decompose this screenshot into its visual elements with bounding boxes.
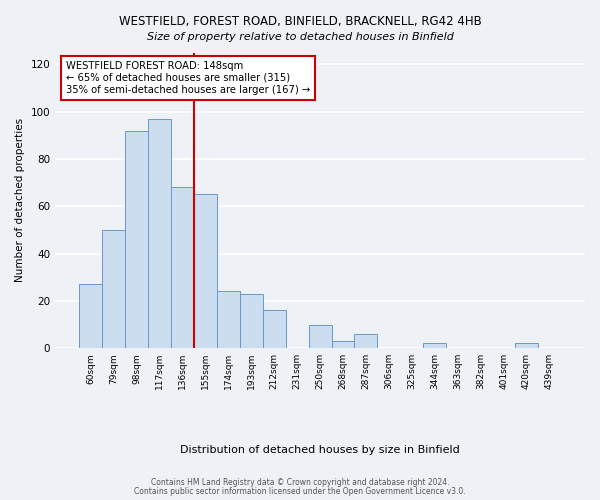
Bar <box>148 118 171 348</box>
Bar <box>171 188 194 348</box>
Y-axis label: Number of detached properties: Number of detached properties <box>15 118 25 282</box>
Bar <box>423 344 446 348</box>
Bar <box>194 194 217 348</box>
X-axis label: Distribution of detached houses by size in Binfield: Distribution of detached houses by size … <box>180 445 460 455</box>
Text: WESTFIELD, FOREST ROAD, BINFIELD, BRACKNELL, RG42 4HB: WESTFIELD, FOREST ROAD, BINFIELD, BRACKN… <box>119 15 481 28</box>
Bar <box>308 324 332 348</box>
Bar <box>125 130 148 348</box>
Bar <box>217 292 240 348</box>
Text: Contains public sector information licensed under the Open Government Licence v3: Contains public sector information licen… <box>134 486 466 496</box>
Bar <box>355 334 377 348</box>
Text: WESTFIELD FOREST ROAD: 148sqm
← 65% of detached houses are smaller (315)
35% of : WESTFIELD FOREST ROAD: 148sqm ← 65% of d… <box>66 62 310 94</box>
Bar <box>515 344 538 348</box>
Bar <box>263 310 286 348</box>
Bar <box>240 294 263 348</box>
Bar <box>332 341 355 348</box>
Text: Size of property relative to detached houses in Binfield: Size of property relative to detached ho… <box>146 32 454 42</box>
Bar <box>102 230 125 348</box>
Text: Contains HM Land Registry data © Crown copyright and database right 2024.: Contains HM Land Registry data © Crown c… <box>151 478 449 487</box>
Bar <box>79 284 102 348</box>
